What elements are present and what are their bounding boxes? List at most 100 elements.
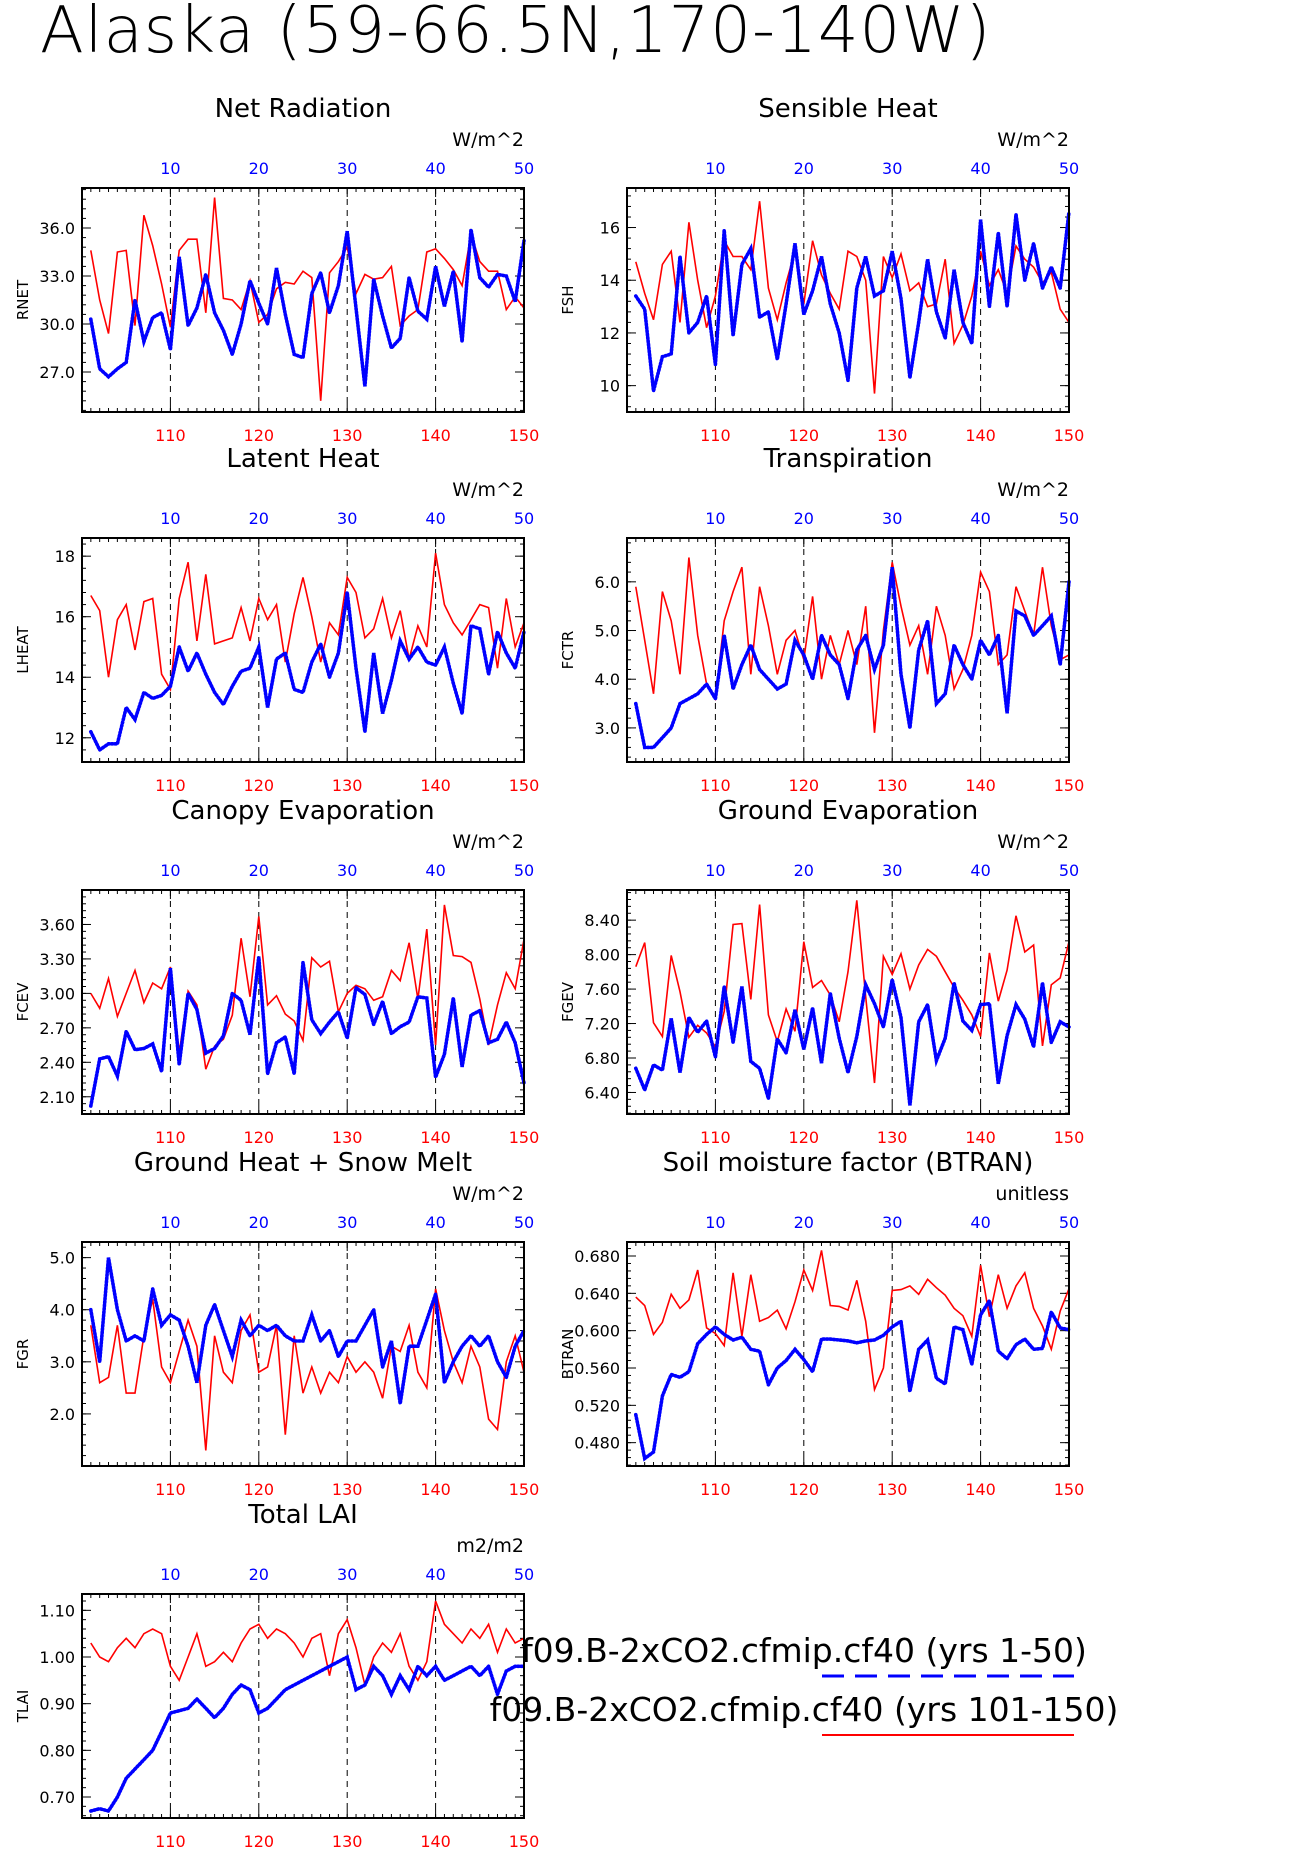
x-tick-label-top: 20	[249, 509, 269, 528]
series-line-years-101-150	[90, 1600, 525, 1689]
y-tick-label: 8.00	[584, 946, 620, 965]
x-tick-label-top: 40	[425, 509, 445, 528]
x-tick-label-bottom: 130	[877, 426, 908, 445]
x-tick-label-top: 50	[514, 509, 534, 528]
x-tick-label-bottom: 130	[877, 1128, 908, 1147]
x-tick-label-bottom: 140	[420, 1480, 451, 1499]
plot-frame	[626, 537, 1070, 763]
y-tick-label: 0.560	[574, 1359, 620, 1378]
x-tick-label-bottom: 130	[332, 1832, 363, 1849]
x-tick-label-bottom: 140	[420, 1832, 451, 1849]
legend-swatch-1	[822, 1674, 1074, 1678]
y-tick-label: 3.30	[39, 950, 75, 969]
x-tick-label-bottom: 130	[332, 426, 363, 445]
y-tick-label: 16	[55, 608, 75, 627]
series-line-years-1-50	[633, 1295, 1071, 1462]
y-tick-label: 7.20	[584, 1015, 620, 1034]
x-tick-label-top: 40	[425, 861, 445, 880]
x-tick-label-bottom: 150	[509, 1832, 540, 1849]
x-tick-label-top: 20	[794, 159, 814, 178]
x-tick-label-top: 30	[882, 159, 902, 178]
x-tick-label-top: 20	[794, 861, 814, 880]
x-tick-label-top: 30	[337, 159, 357, 178]
units-label: W/m^2	[452, 479, 524, 501]
panel-title: Soil moisture factor (BTRAN)	[663, 1148, 1034, 1178]
x-tick-label-top: 20	[794, 509, 814, 528]
units-label: W/m^2	[997, 479, 1069, 501]
y-tick-label: 6.40	[584, 1083, 620, 1102]
units-label: unitless	[995, 1183, 1069, 1205]
y-axis-label: TLAI	[14, 1690, 32, 1724]
panel-title: Transpiration	[763, 444, 933, 474]
series-line-years-1-50	[89, 1654, 526, 1814]
x-tick-label-top: 20	[249, 861, 269, 880]
series-line-years-101-150	[635, 1250, 1070, 1393]
x-tick-label-bottom: 120	[789, 776, 820, 795]
y-tick-label: 12	[55, 729, 75, 748]
panel-title: Total LAI	[247, 1500, 358, 1530]
x-tick-label-top: 20	[249, 159, 269, 178]
y-axis-label: LHEAT	[14, 625, 32, 673]
y-tick-label: 30.0	[39, 315, 75, 334]
y-tick-label: 4.0	[595, 670, 620, 689]
panel-title: Sensible Heat	[758, 94, 937, 124]
y-tick-label: 2.40	[39, 1053, 75, 1072]
series-line-years-1-50	[89, 956, 526, 1108]
panel-title: Latent Heat	[226, 444, 379, 474]
x-tick-label-bottom: 120	[789, 426, 820, 445]
page-title: Alaska (59-66.5N,170-140W)	[40, 0, 992, 68]
x-tick-label-top: 10	[705, 861, 725, 880]
y-tick-label: 2.0	[50, 1405, 75, 1424]
x-tick-label-top: 10	[160, 509, 180, 528]
y-tick-label: 16	[600, 219, 620, 238]
series-line-years-101-150	[90, 197, 525, 401]
series-line-years-101-150	[635, 557, 1070, 733]
x-tick-label-top: 20	[249, 1565, 269, 1584]
x-tick-label-top: 50	[514, 1213, 534, 1232]
panel-title: Ground Heat + Snow Melt	[134, 1148, 472, 1178]
y-tick-label: 8.40	[584, 911, 620, 930]
x-tick-label-top: 20	[794, 1213, 814, 1232]
x-tick-label-bottom: 130	[332, 1480, 363, 1499]
x-tick-label-top: 50	[514, 1565, 534, 1584]
series-line-years-101-150	[635, 900, 1070, 1084]
x-tick-label-top: 10	[705, 509, 725, 528]
x-tick-label-top: 10	[160, 159, 180, 178]
y-tick-label: 18	[55, 547, 75, 566]
plot-frame	[81, 187, 525, 413]
y-tick-label: 12	[600, 324, 620, 343]
units-label: W/m^2	[452, 1183, 524, 1205]
x-tick-label-bottom: 120	[789, 1480, 820, 1499]
x-tick-label-bottom: 150	[1054, 1128, 1085, 1147]
x-tick-label-top: 40	[425, 159, 445, 178]
y-tick-label: 3.60	[39, 915, 75, 934]
x-tick-label-bottom: 110	[155, 1480, 186, 1499]
legend-label-1: f09.B-2xCO2.cfmip.cf40 (yrs 1-50)	[521, 1631, 1087, 1670]
plot-frame	[81, 1593, 525, 1819]
plot-frame	[81, 537, 525, 763]
x-tick-label-bottom: 130	[877, 1480, 908, 1499]
x-tick-label-top: 40	[970, 1213, 990, 1232]
x-tick-label-bottom: 110	[700, 776, 731, 795]
x-tick-label-bottom: 120	[789, 1128, 820, 1147]
x-tick-label-top: 40	[425, 1565, 445, 1584]
x-tick-label-top: 30	[882, 509, 902, 528]
y-axis-label: FCTR	[559, 631, 577, 670]
x-tick-label-top: 40	[425, 1213, 445, 1232]
x-tick-label-bottom: 110	[700, 426, 731, 445]
series-line-years-1-50	[89, 1257, 526, 1404]
x-tick-label-top: 20	[249, 1213, 269, 1232]
y-tick-label: 14	[55, 668, 75, 687]
y-axis-label: FSH	[559, 285, 577, 314]
y-tick-label: 1.10	[39, 1601, 75, 1620]
x-tick-label-top: 50	[514, 861, 534, 880]
x-tick-label-bottom: 110	[155, 1832, 186, 1849]
y-tick-label: 33.0	[39, 267, 75, 286]
x-tick-label-bottom: 110	[700, 1128, 731, 1147]
plot-frame	[81, 889, 525, 1115]
series-line-years-1-50	[633, 566, 1071, 750]
y-tick-label: 2.10	[39, 1088, 75, 1107]
series-line-years-1-50	[633, 209, 1071, 392]
x-tick-label-bottom: 130	[877, 776, 908, 795]
